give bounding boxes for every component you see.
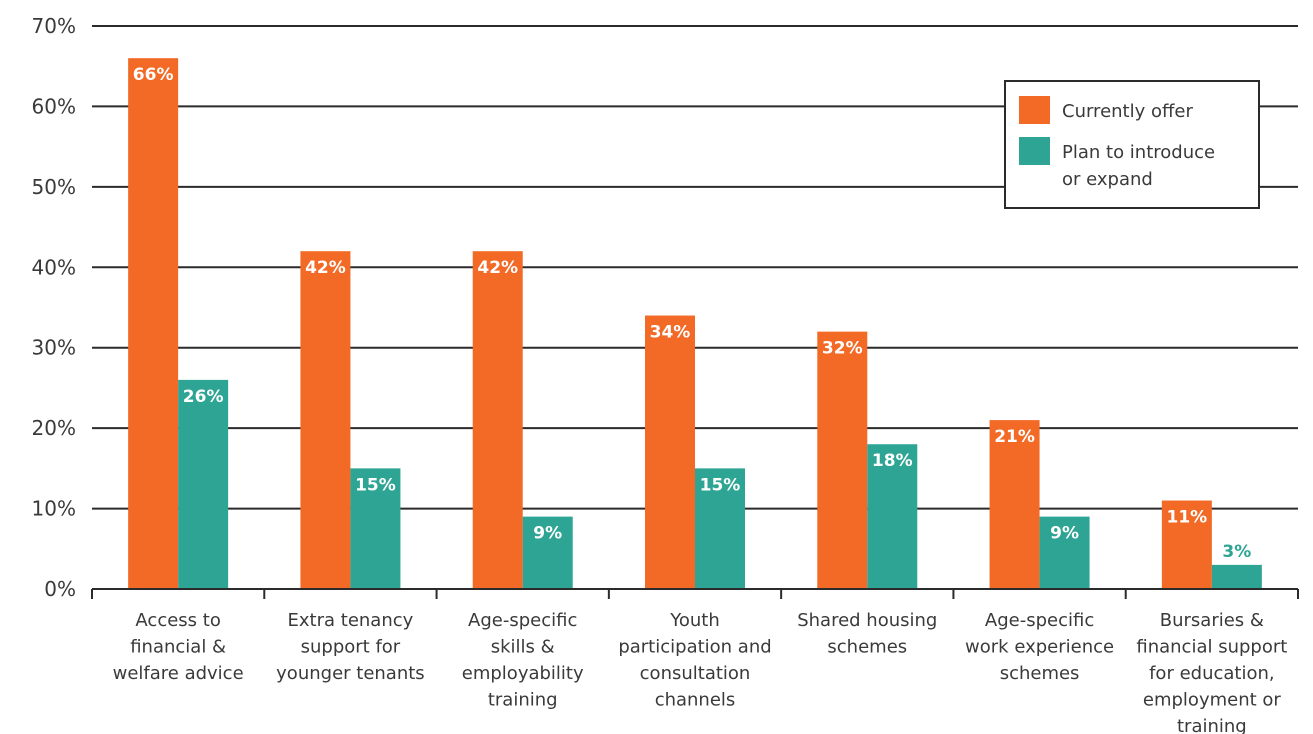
- category-label-line: consultation: [640, 663, 751, 684]
- data-label: 26%: [183, 387, 224, 407]
- category-label: Age-specific skills & employability trainin…: [462, 610, 584, 711]
- category-label: Extra tenancy support for younger tenants: [276, 610, 425, 684]
- bar-currently-offer: [817, 331, 868, 589]
- category-label-line: channels: [655, 690, 736, 711]
- category-label-line: Youth: [669, 610, 720, 631]
- legend-label: Plan to introduce or expand: [1062, 142, 1215, 190]
- category-label-line: financial &: [130, 637, 226, 658]
- bar-currently-offer: [1161, 500, 1212, 589]
- category-label-line: financial support: [1136, 637, 1287, 658]
- category-label-line: Bursaries &: [1160, 610, 1264, 631]
- legend-swatch: [1019, 96, 1050, 124]
- category-label-line: Access to: [135, 610, 220, 631]
- category-label-line: skills &: [491, 637, 555, 658]
- data-label: 21%: [994, 427, 1035, 447]
- data-label: 18%: [872, 451, 913, 471]
- bar-currently-offer: [645, 315, 695, 589]
- legend-label: Currently offer: [1062, 101, 1193, 122]
- y-tick-label: 10%: [32, 497, 76, 521]
- category-label-line: employability: [462, 663, 584, 684]
- data-label: 32%: [822, 339, 863, 359]
- data-label: 3%: [1222, 542, 1251, 562]
- category-labels: Access to financial & welfare advice Extra …: [113, 610, 1288, 734]
- data-label: 34%: [650, 323, 691, 343]
- category-label: Access to financial & welfare advice: [113, 610, 244, 684]
- category-label-line: Extra tenancy: [288, 610, 414, 631]
- category-label: Youth participation and consultation channe…: [618, 610, 771, 711]
- category-label-line: training: [488, 690, 558, 711]
- category-label-line: younger tenants: [276, 663, 425, 684]
- data-label: 11%: [1167, 508, 1208, 528]
- category-label-line: employment or: [1143, 690, 1282, 711]
- category-label-line: Shared housing: [797, 610, 937, 631]
- category-label: Age-specific work experience schemes: [965, 610, 1114, 684]
- y-tick-label: 0%: [44, 577, 76, 601]
- legend-swatch: [1019, 137, 1050, 165]
- y-tick-label: 60%: [32, 94, 76, 118]
- category-label-line: training: [1177, 716, 1247, 734]
- legend: Currently offer Plan to introduce or expan…: [1004, 80, 1260, 209]
- bars: 66% 26% 42% 15% 42% 9% 34% 15% 32% 18% 21% 9% 11% 3%: [128, 58, 1262, 589]
- category-label-line: work experience: [965, 637, 1114, 658]
- category-label-line: schemes: [827, 637, 907, 658]
- bar-plan-to-introduce: [1211, 564, 1262, 589]
- category-label-line: support for: [301, 637, 401, 658]
- bar-currently-offer: [128, 58, 179, 589]
- y-tick-label: 40%: [32, 255, 76, 279]
- bar-currently-offer: [300, 251, 351, 589]
- bar-currently-offer: [472, 251, 523, 589]
- bar-plan-to-introduce: [1039, 516, 1090, 589]
- y-tick-label: 30%: [32, 336, 76, 360]
- category-label-line: participation and: [618, 637, 771, 658]
- legend-label-line: Currently offer: [1062, 101, 1193, 122]
- data-label: 66%: [133, 65, 174, 85]
- x-axis: [91, 588, 1299, 599]
- data-label: 9%: [533, 524, 562, 544]
- y-tick-label: 20%: [32, 416, 76, 440]
- data-label: 15%: [355, 475, 396, 495]
- category-label-line: Age-specific: [985, 610, 1094, 631]
- category-label-line: Age-specific: [468, 610, 577, 631]
- category-label-line: for education,: [1149, 663, 1275, 684]
- bar-plan-to-introduce: [350, 468, 401, 589]
- legend-label-line: or expand: [1062, 169, 1153, 190]
- data-label: 42%: [477, 258, 518, 278]
- data-label: 42%: [305, 258, 346, 278]
- data-label: 9%: [1050, 524, 1079, 544]
- bar-plan-to-introduce: [178, 379, 229, 589]
- legend-label-line: Plan to introduce: [1062, 142, 1215, 163]
- y-axis-ticks: 0% 10% 20% 30% 40% 50% 60% 70%: [32, 14, 76, 601]
- category-label-line: schemes: [1000, 663, 1080, 684]
- category-label-line: welfare advice: [113, 663, 244, 684]
- bar-plan-to-introduce: [522, 516, 573, 589]
- data-label: 15%: [700, 475, 741, 495]
- bar-plan-to-introduce: [867, 444, 918, 589]
- category-label: Shared housing schemes: [797, 610, 937, 658]
- category-label: Bursaries & financial support for educatio…: [1136, 610, 1287, 734]
- y-tick-label: 70%: [32, 14, 76, 38]
- bar-currently-offer: [989, 420, 1040, 589]
- bar-plan-to-introduce: [695, 468, 745, 589]
- y-tick-label: 50%: [32, 175, 76, 199]
